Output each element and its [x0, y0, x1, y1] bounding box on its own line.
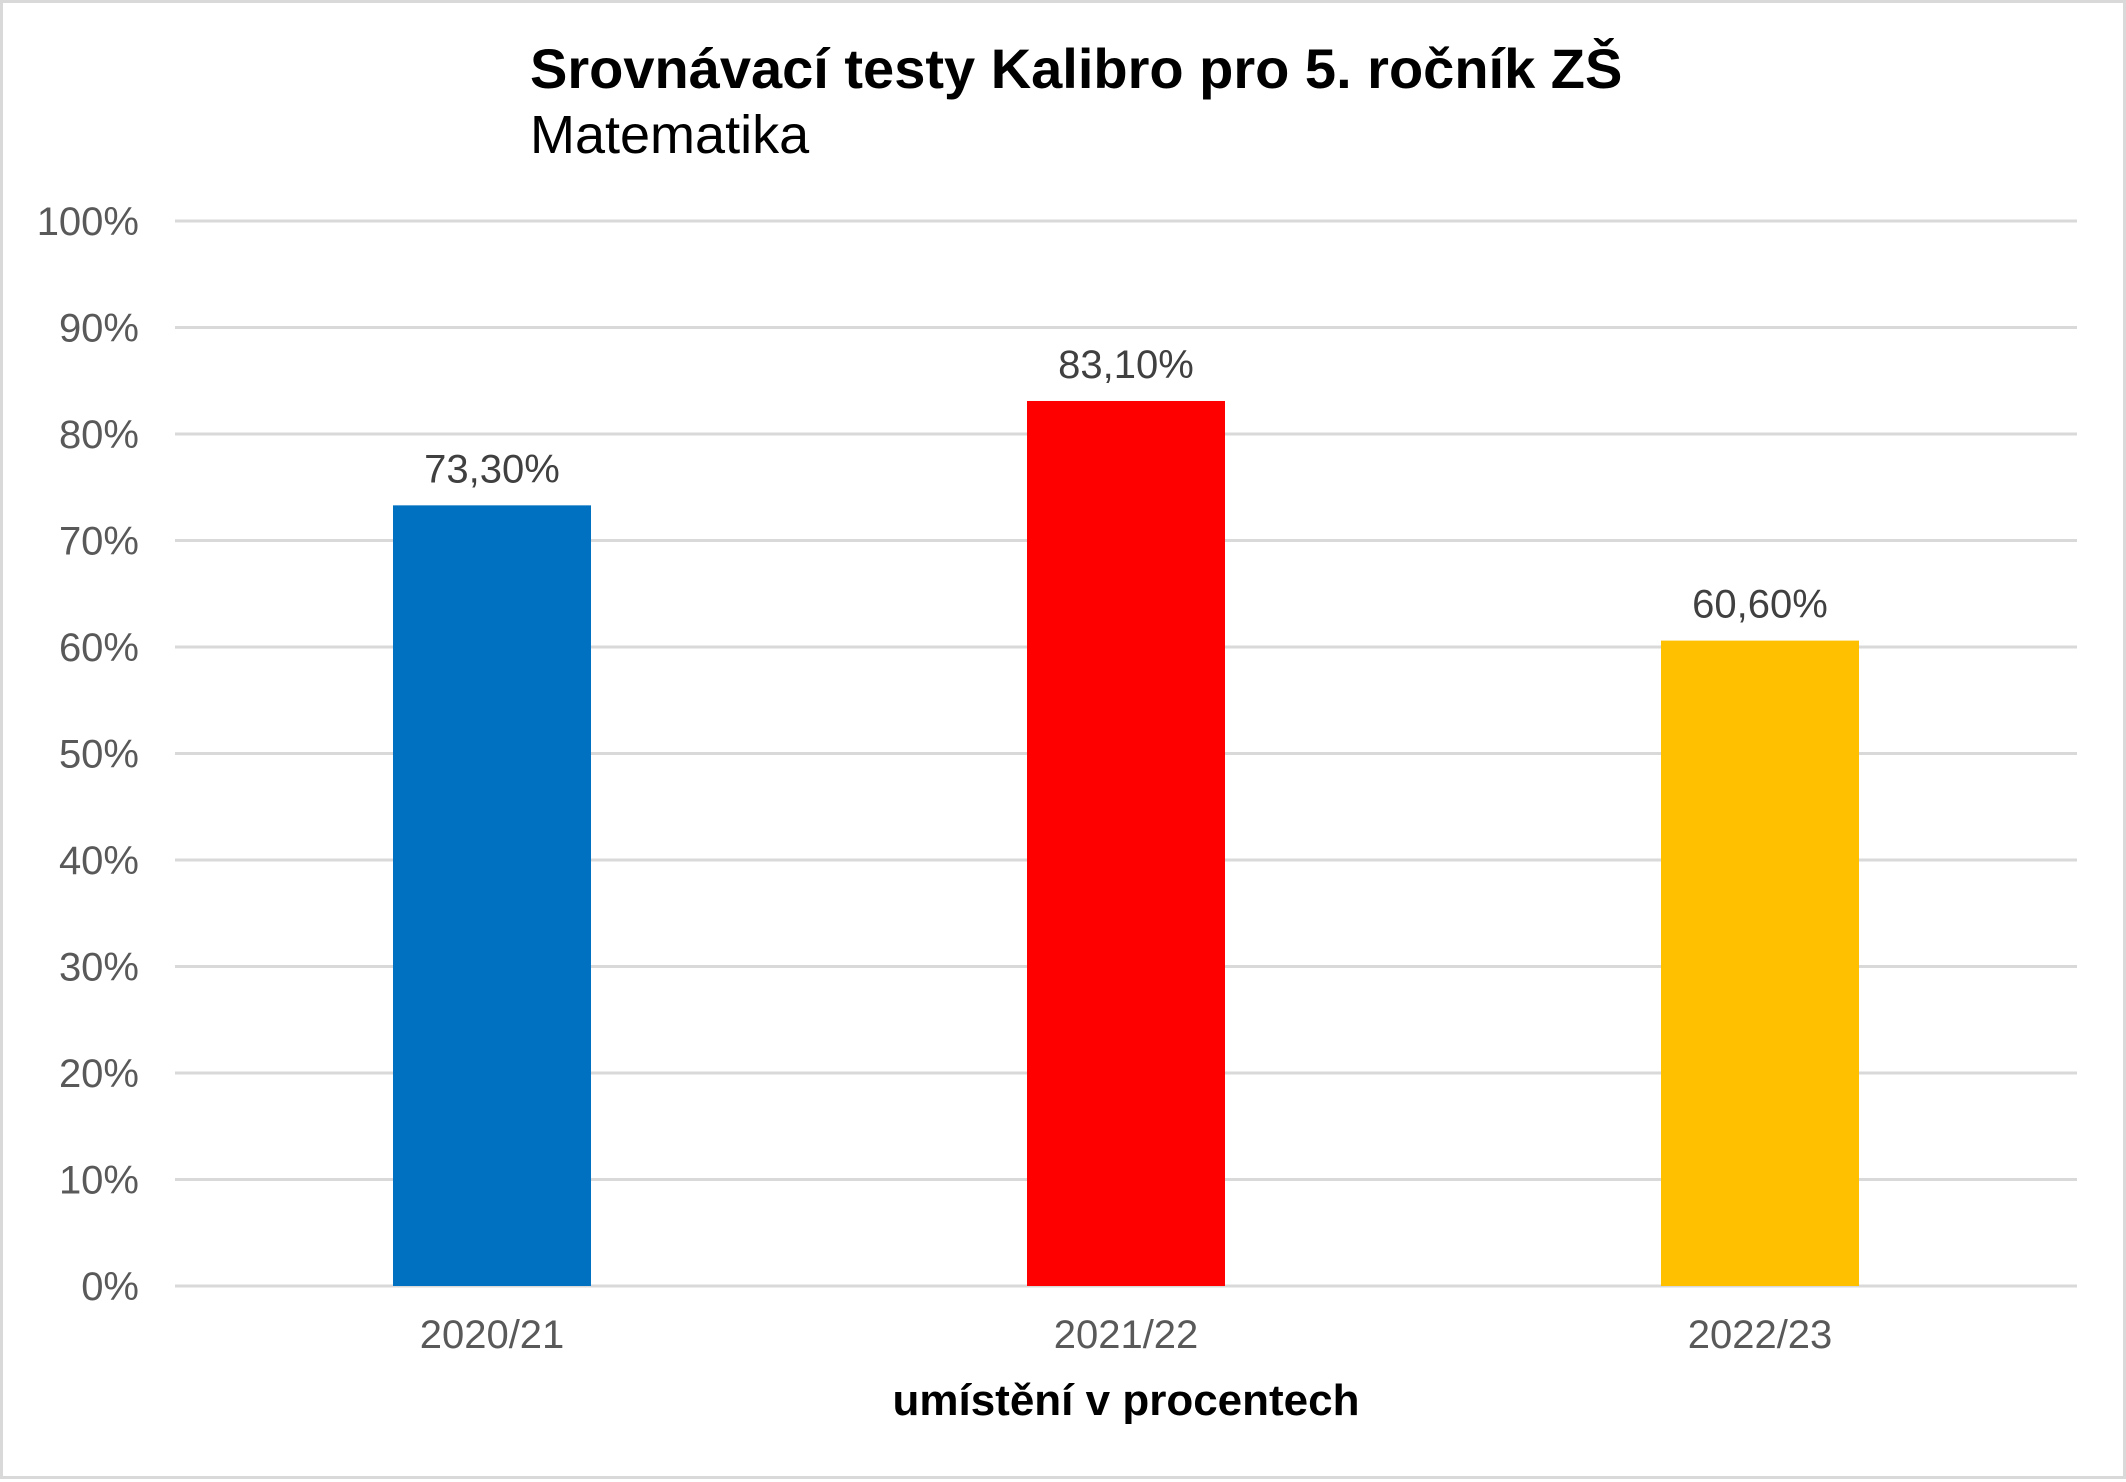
x-tick-label: 2022/23 — [1688, 1313, 1833, 1357]
x-tick-label: 2020/21 — [420, 1313, 565, 1357]
bars — [393, 400, 1859, 1287]
chart-subtitle: Matematika — [530, 105, 810, 165]
x-tick-label: 2021/22 — [1054, 1313, 1199, 1357]
bar-data-label: 60,60% — [1692, 583, 1828, 627]
y-tick-label: 50% — [59, 733, 139, 777]
y-tick-label: 70% — [59, 520, 139, 564]
data-labels: 73,30% 83,10% 60,60% — [424, 343, 1828, 627]
y-tick-label: 30% — [59, 946, 139, 990]
y-tick-label: 90% — [59, 307, 139, 351]
bar-chart: 0% 10% 20% 30% 40% 50% 60% 70% 80% 90% 100% 73,30%… — [37, 37, 2077, 1425]
bar — [393, 505, 591, 1287]
y-tick-label: 80% — [59, 413, 139, 457]
bar-data-label: 83,10% — [1058, 343, 1194, 387]
y-axis-ticks: 0% 10% 20% 30% 40% 50% 60% 70% 80% 90% 100% — [37, 200, 139, 1309]
y-tick-label: 20% — [59, 1052, 139, 1096]
bar — [1027, 400, 1225, 1286]
y-tick-label: 60% — [59, 626, 139, 670]
bar-data-label: 73,30% — [424, 447, 560, 491]
y-tick-label: 0% — [81, 1265, 139, 1309]
x-axis-ticks: 2020/21 2021/22 2022/23 — [420, 1313, 1833, 1357]
y-tick-label: 10% — [59, 1159, 139, 1203]
x-axis-title: umístění v procentech — [892, 1376, 1359, 1425]
y-tick-label: 40% — [59, 839, 139, 883]
chart-title: Srovnávací testy Kalibro pro 5. ročník Z… — [530, 37, 1622, 100]
y-tick-label: 100% — [37, 200, 139, 244]
bar — [1661, 640, 1859, 1286]
